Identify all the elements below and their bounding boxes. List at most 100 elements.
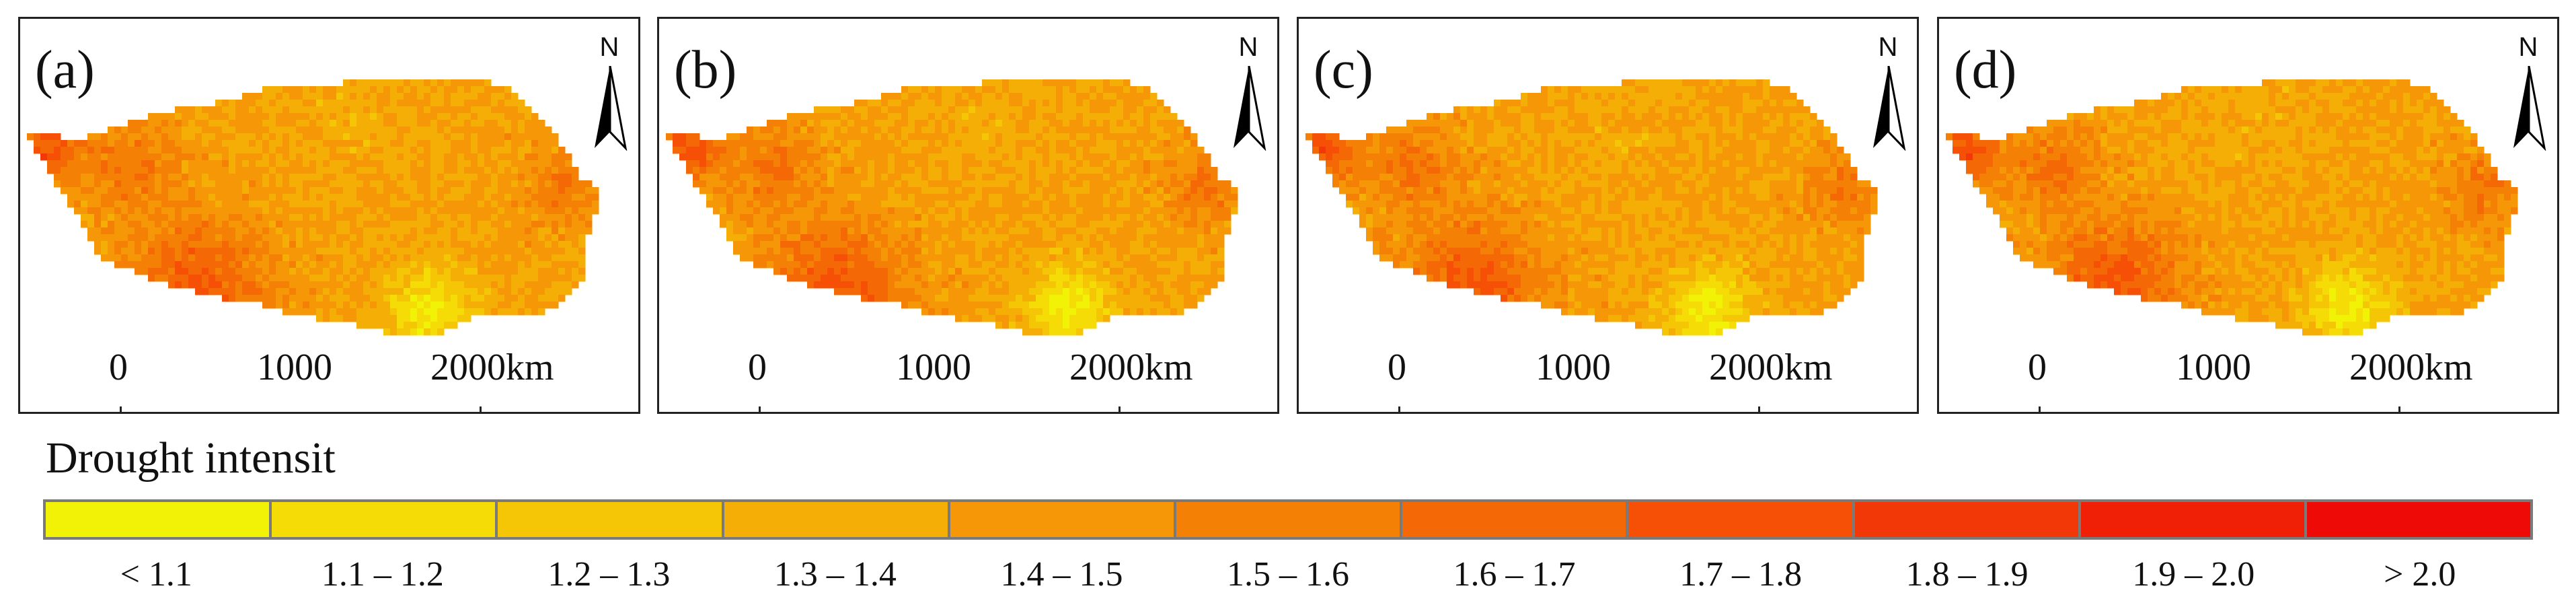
raster-cell: [760, 127, 767, 134]
raster-cell: [404, 127, 411, 134]
raster-cell: [437, 160, 445, 168]
raster-cell: [370, 261, 377, 269]
raster-cell: [1729, 106, 1737, 114]
raster-cell: [868, 288, 875, 295]
raster-cell: [229, 248, 236, 255]
raster-cell: [962, 147, 969, 154]
raster-cell: [847, 187, 855, 194]
raster-cell: [834, 261, 841, 269]
raster-cell: [1116, 86, 1124, 94]
raster-cell: [874, 120, 882, 127]
raster-cell: [424, 93, 431, 100]
raster-cell: [1103, 187, 1110, 194]
raster-cell: [249, 153, 256, 161]
raster-cell: [814, 268, 821, 275]
raster-cell: [928, 167, 936, 174]
raster-cell: [135, 127, 142, 134]
raster-cell: [854, 100, 862, 107]
raster-cell: [1137, 174, 1144, 181]
raster-cell: [1103, 241, 1110, 248]
raster-cell: [982, 180, 989, 188]
raster-cell: [558, 275, 566, 282]
raster-cell: [511, 201, 519, 208]
raster-cell: [1130, 214, 1137, 221]
raster-cell: [390, 295, 397, 302]
raster-cell: [316, 261, 324, 269]
raster-cell: [404, 281, 411, 289]
raster-cell: [935, 174, 942, 181]
raster-cell: [350, 86, 357, 94]
raster-cell: [928, 301, 936, 309]
raster-cell: [1184, 140, 1191, 147]
raster-cell: [168, 160, 176, 168]
raster-cell: [1083, 100, 1090, 107]
raster-cell: [982, 160, 989, 168]
raster-cell: [215, 100, 223, 107]
raster-cell: [955, 261, 962, 269]
raster-cell: [1056, 120, 1063, 127]
raster-cell: [525, 153, 532, 161]
raster-cell: [545, 295, 552, 302]
raster-cell: [1184, 160, 1191, 168]
raster-cell: [578, 261, 586, 269]
raster-cell: [895, 201, 902, 208]
raster-cell: [753, 254, 761, 262]
raster-cell: [733, 174, 741, 181]
raster-cell: [121, 234, 128, 242]
raster-cell: [81, 153, 88, 161]
raster-cell: [888, 254, 895, 262]
raster-cell: [995, 288, 1003, 295]
raster-cell: [1056, 133, 1063, 141]
raster-cell: [1123, 254, 1131, 262]
raster-cell: [868, 120, 875, 127]
raster-cell: [336, 221, 344, 228]
raster-cell: [1049, 288, 1057, 295]
raster-cell: [262, 301, 270, 309]
raster-cell: [565, 254, 572, 262]
raster-cell: [854, 106, 862, 114]
raster-cell: [1009, 268, 1016, 275]
raster-cell: [888, 241, 895, 248]
raster-cell: [1130, 261, 1137, 269]
raster-cell: [1083, 106, 1090, 114]
raster-cell: [1756, 100, 1764, 107]
raster-cell: [1642, 113, 1649, 120]
raster-cell: [161, 180, 169, 188]
raster-cell: [511, 207, 519, 215]
raster-cell: [847, 106, 855, 114]
raster-cell: [478, 288, 485, 295]
raster-cell: [928, 187, 936, 194]
raster-cell: [498, 261, 505, 269]
raster-cell: [1682, 86, 1690, 94]
raster-cell: [175, 221, 182, 228]
raster-cell: [1056, 153, 1063, 161]
raster-cell: [841, 160, 848, 168]
raster-cell: [787, 160, 794, 168]
raster-cell: [1110, 153, 1117, 161]
raster-cell: [1103, 201, 1110, 208]
raster-cell: [975, 261, 983, 269]
raster-cell: [1170, 241, 1178, 248]
raster-cell: [1110, 214, 1117, 221]
raster-cell: [673, 133, 680, 141]
raster-cell: [128, 261, 135, 269]
raster-cell: [282, 254, 290, 262]
raster-cell: [767, 221, 774, 228]
raster-cell: [235, 147, 243, 154]
raster-cell: [303, 86, 310, 94]
raster-cell: [1615, 93, 1622, 100]
raster-cell: [390, 133, 397, 141]
raster-cell: [54, 167, 61, 174]
raster-cell: [1090, 147, 1097, 154]
raster-cell: [1069, 281, 1077, 289]
raster-cell: [1103, 153, 1110, 161]
raster-cell: [888, 268, 895, 275]
raster-cell: [404, 328, 411, 336]
raster-cell: [511, 180, 519, 188]
raster-cell: [1002, 275, 1010, 282]
raster-cell: [1729, 100, 1737, 107]
scale-label-1000: 1000: [896, 347, 971, 388]
raster-cell: [1110, 241, 1117, 248]
raster-cell: [1009, 127, 1016, 134]
raster-cell: [1016, 167, 1023, 174]
